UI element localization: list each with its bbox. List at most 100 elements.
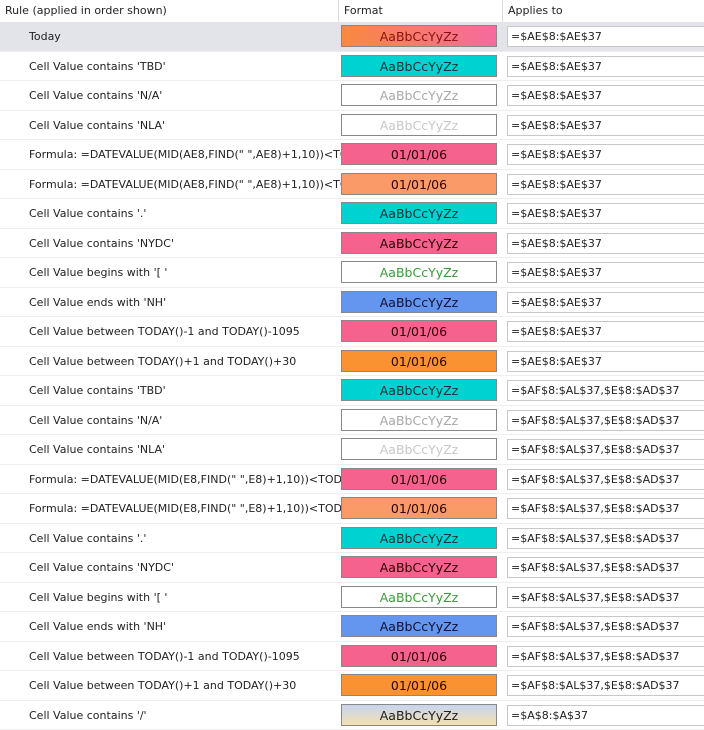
format-preview: AaBbCcYyZz [341, 55, 497, 77]
rule-row[interactable]: Cell Value contains 'NYDC' AaBbCcYyZz =$AF… [0, 553, 704, 583]
rule-text: Cell Value contains 'NLA' [29, 111, 165, 140]
applies-to-field[interactable]: =$AE$8:$AE$37 [507, 203, 704, 224]
applies-to-field[interactable]: =$AF$8:$AL$37,$E$8:$AD$37 [507, 439, 704, 460]
format-preview: AaBbCcYyZz [341, 202, 497, 224]
applies-to-field[interactable]: =$AF$8:$AL$37,$E$8:$AD$37 [507, 616, 704, 637]
rule-row[interactable]: Formula: =DATEVALUE(MID(E8,FIND(" ",E8)+… [0, 465, 704, 495]
rule-text: Cell Value contains 'NLA' [29, 435, 165, 464]
applies-to-field[interactable]: =$AE$8:$AE$37 [507, 321, 704, 342]
format-preview: AaBbCcYyZz [341, 704, 497, 726]
applies-to-field[interactable]: =$AF$8:$AL$37,$E$8:$AD$37 [507, 557, 704, 578]
format-preview: AaBbCcYyZz [341, 438, 497, 460]
rule-row[interactable]: Cell Value ends with 'NH' AaBbCcYyZz =$AF$… [0, 612, 704, 642]
format-preview: 01/01/06 [341, 497, 497, 519]
format-header: Format [338, 0, 502, 22]
format-preview: AaBbCcYyZz [341, 261, 497, 283]
rule-text: Cell Value contains '.' [29, 524, 146, 553]
format-preview: AaBbCcYyZz [341, 84, 497, 106]
rule-row[interactable]: Cell Value ends with 'NH' AaBbCcYyZz =$AE$… [0, 288, 704, 318]
format-preview: AaBbCcYyZz [341, 615, 497, 637]
format-preview: 01/01/06 [341, 645, 497, 667]
rule-row[interactable]: Cell Value contains '/' AaBbCcYyZz =$A$8:$… [0, 701, 704, 730]
rule-row[interactable]: Cell Value between TODAY()-1 and TODAY()… [0, 642, 704, 672]
format-preview: 01/01/06 [341, 143, 497, 165]
rule-row[interactable]: Cell Value begins with '[ ' AaBbCcYyZz =$A… [0, 583, 704, 613]
rule-text: Today [29, 22, 61, 51]
format-preview: 01/01/06 [341, 320, 497, 342]
rule-text: Cell Value contains 'N/A' [29, 81, 162, 110]
rule-text: Cell Value ends with 'NH' [29, 288, 166, 317]
rule-row[interactable]: Cell Value contains 'NYDC' AaBbCcYyZz =$AE… [0, 229, 704, 259]
rule-text: Formula: =DATEVALUE(MID(E8,FIND(" ",E8)+… [29, 494, 387, 523]
rule-text: Cell Value begins with '[ ' [29, 258, 167, 287]
rule-text: Cell Value contains 'TBD' [29, 376, 166, 405]
rule-row[interactable]: Cell Value between TODAY()+1 and TODAY()… [0, 671, 704, 701]
applies-to-field[interactable]: =$AF$8:$AL$37,$E$8:$AD$37 [507, 646, 704, 667]
applies-to-field[interactable]: =$A$8:$A$37 [507, 705, 704, 726]
rule-header: Rule (applied in order shown) [0, 0, 338, 22]
applies-to-field[interactable]: =$AF$8:$AL$37,$E$8:$AD$37 [507, 469, 704, 490]
applies-to-field[interactable]: =$AF$8:$AL$37,$E$8:$AD$37 [507, 587, 704, 608]
rule-text: Cell Value contains 'NYDC' [29, 229, 174, 258]
rule-text: Cell Value between TODAY()+1 and TODAY()… [29, 671, 296, 700]
rule-row[interactable]: Cell Value contains 'N/A' AaBbCcYyZz =$AF$… [0, 406, 704, 436]
format-preview: AaBbCcYyZz [341, 25, 497, 47]
rule-text: Formula: =DATEVALUE(MID(AE8,FIND(" ",AE8… [29, 170, 389, 199]
applies-to-field[interactable]: =$AF$8:$AL$37,$E$8:$AD$37 [507, 410, 704, 431]
rule-row[interactable]: Formula: =DATEVALUE(MID(E8,FIND(" ",E8)+… [0, 494, 704, 524]
rule-text: Formula: =DATEVALUE(MID(AE8,FIND(" ",AE8… [29, 140, 379, 169]
format-preview: AaBbCcYyZz [341, 114, 497, 136]
format-preview: AaBbCcYyZz [341, 379, 497, 401]
applies-to-field[interactable]: =$AE$8:$AE$37 [507, 85, 704, 106]
rule-row[interactable]: Cell Value contains 'NLA' AaBbCcYyZz =$AF$… [0, 435, 704, 465]
rule-row[interactable]: Cell Value contains '.' AaBbCcYyZz =$AE$8:… [0, 199, 704, 229]
rule-text: Cell Value between TODAY()-1 and TODAY()… [29, 317, 300, 346]
format-preview: AaBbCcYyZz [341, 409, 497, 431]
rule-row[interactable]: Cell Value contains 'N/A' AaBbCcYyZz =$AE$… [0, 81, 704, 111]
rule-row[interactable]: Cell Value contains '.' AaBbCcYyZz =$AF$8:… [0, 524, 704, 554]
format-preview: AaBbCcYyZz [341, 527, 497, 549]
applies-to-field[interactable]: =$AE$8:$AE$37 [507, 144, 704, 165]
applies-to-field[interactable]: =$AF$8:$AL$37,$E$8:$AD$37 [507, 675, 704, 696]
rule-row[interactable]: Today AaBbCcYyZz =$AE$8:$AE$37 [0, 22, 704, 52]
format-preview: AaBbCcYyZz [341, 586, 497, 608]
rule-row[interactable]: Cell Value between TODAY()+1 and TODAY()… [0, 347, 704, 377]
format-preview: AaBbCcYyZz [341, 291, 497, 313]
applies-to-field[interactable]: =$AF$8:$AL$37,$E$8:$AD$37 [507, 380, 704, 401]
applies-to-field[interactable]: =$AE$8:$AE$37 [507, 233, 704, 254]
format-preview: 01/01/06 [341, 350, 497, 372]
rule-text: Cell Value contains '/' [29, 701, 147, 730]
applies-to-field[interactable]: =$AE$8:$AE$37 [507, 262, 704, 283]
rule-row[interactable]: Formula: =DATEVALUE(MID(AE8,FIND(" ",AE8… [0, 170, 704, 200]
format-preview: AaBbCcYyZz [341, 556, 497, 578]
applies-to-field[interactable]: =$AE$8:$AE$37 [507, 292, 704, 313]
rule-row[interactable]: Cell Value contains 'NLA' AaBbCcYyZz =$AE$… [0, 111, 704, 141]
applies-to-field[interactable]: =$AE$8:$AE$37 [507, 174, 704, 195]
applies-to-field[interactable]: =$AE$8:$AE$37 [507, 351, 704, 372]
applies-to-field[interactable]: =$AE$8:$AE$37 [507, 56, 704, 77]
format-preview: 01/01/06 [341, 173, 497, 195]
applies-to-field[interactable]: =$AF$8:$AL$37,$E$8:$AD$37 [507, 498, 704, 519]
rule-text: Formula: =DATEVALUE(MID(E8,FIND(" ",E8)+… [29, 465, 364, 494]
rule-text: Cell Value between TODAY()+1 and TODAY()… [29, 347, 296, 376]
rule-text: Cell Value contains 'NYDC' [29, 553, 174, 582]
rule-row[interactable]: Cell Value begins with '[ ' AaBbCcYyZz =$A… [0, 258, 704, 288]
applies-to-field[interactable]: =$AF$8:$AL$37,$E$8:$AD$37 [507, 528, 704, 549]
format-preview: AaBbCcYyZz [341, 232, 497, 254]
rule-row[interactable]: Formula: =DATEVALUE(MID(AE8,FIND(" ",AE8… [0, 140, 704, 170]
header: Rule (applied in order shown) Format App… [0, 0, 704, 23]
rule-row[interactable]: Cell Value contains 'TBD'AaBbCcYyZz=$AE$… [0, 52, 704, 82]
rule-text: Cell Value begins with '[ ' [29, 583, 167, 612]
rule-text: Cell Value ends with 'NH' [29, 612, 166, 641]
rule-row[interactable]: Cell Value contains 'TBD' AaBbCcYyZz =$AF$… [0, 376, 704, 406]
applies-header: Applies to [502, 0, 704, 22]
format-preview: 01/01/06 [341, 674, 497, 696]
rule-row[interactable]: Cell Value between TODAY()-1 and TODAY()… [0, 317, 704, 347]
rule-text: Cell Value contains '.' [29, 199, 146, 228]
rule-text: Cell Value between TODAY()-1 and TODAY()… [29, 642, 300, 671]
applies-to-field[interactable]: =$AE$8:$AE$37 [507, 115, 704, 136]
format-preview: 01/01/06 [341, 468, 497, 490]
rule-text: Cell Value contains 'N/A' [29, 406, 162, 435]
applies-to-field[interactable]: =$AE$8:$AE$37 [507, 26, 704, 47]
